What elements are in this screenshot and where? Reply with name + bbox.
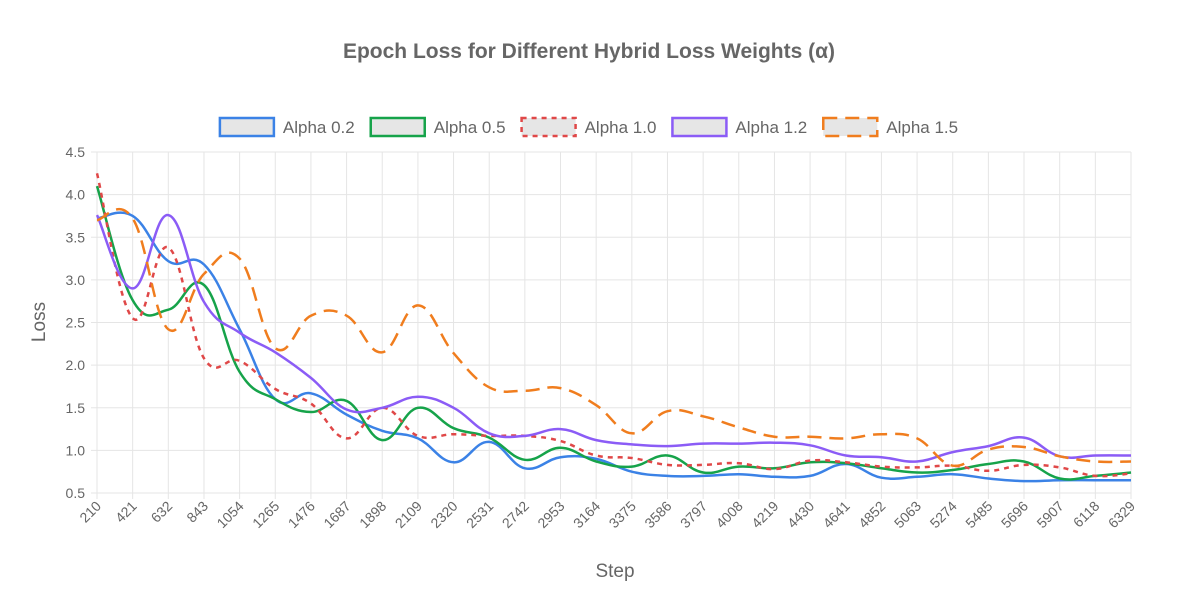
x-tick-label: 2109 — [392, 498, 425, 531]
x-tick-label: 5274 — [927, 498, 960, 531]
x-tick-label: 421 — [112, 498, 140, 526]
x-tick-label: 4430 — [784, 498, 817, 531]
y-axis-label: Loss — [29, 302, 50, 342]
x-tick-label: 1265 — [249, 498, 282, 531]
x-tick-label: 5907 — [1033, 498, 1066, 531]
x-tick-label: 2320 — [427, 498, 460, 531]
x-tick-label: 1687 — [320, 498, 353, 531]
legend-item-alpha-0-5[interactable]: Alpha 0.5 — [369, 116, 506, 138]
legend-item-alpha-1-2[interactable]: Alpha 1.2 — [671, 116, 807, 138]
legend-label: Alpha 1.2 — [735, 118, 807, 137]
series-line-alpha-0-2 — [96, 211, 1131, 483]
x-tick-label: 4008 — [713, 498, 746, 531]
x-tick-label: 2953 — [534, 498, 567, 531]
legend-swatch — [520, 116, 577, 138]
x-tick-label: 3164 — [570, 498, 603, 531]
legend-label: Alpha 1.0 — [585, 118, 657, 137]
y-tick-label: 3.0 — [66, 272, 86, 288]
x-tick-label: 210 — [76, 498, 104, 526]
x-tick-label: 843 — [183, 498, 211, 526]
y-tick-label: 4.5 — [66, 144, 86, 160]
x-tick-label: 5485 — [962, 498, 995, 531]
x-tick-label: 4641 — [820, 498, 853, 531]
x-tick-label: 632 — [148, 498, 176, 526]
x-tick-label: 5063 — [891, 498, 924, 531]
x-axis-label: Step — [595, 561, 634, 582]
x-tick-label: 4852 — [855, 498, 888, 531]
y-tick-label: 1.0 — [66, 442, 86, 458]
grid — [96, 151, 1132, 494]
legend-swatch — [671, 116, 728, 138]
x-tick-label: 3586 — [641, 498, 674, 531]
x-tick-label: 2531 — [463, 498, 496, 531]
series-group — [95, 173, 1132, 483]
series-line-alpha-1-0 — [95, 173, 1132, 478]
x-tick-label: 6118 — [1070, 498, 1103, 531]
x-axis: 210 421 632 843 1054 1265 1476 1687 1898 2109 2320… — [76, 493, 1138, 531]
legend-swatch — [822, 116, 879, 138]
x-tick-label: 1476 — [285, 498, 318, 531]
y-tick-label: 4.0 — [66, 187, 86, 203]
series-line-alpha-1-2 — [95, 213, 1132, 463]
x-tick-label: 5696 — [998, 498, 1031, 531]
legend-swatch — [369, 116, 426, 138]
legend-label: Alpha 0.5 — [434, 118, 506, 137]
y-axis: 0.5 1.0 1.5 2.0 2.5 3.0 3.5 4.0 4.5 — [66, 144, 97, 501]
series-line-alpha-0-5 — [95, 185, 1132, 481]
y-tick-label: 3.5 — [66, 229, 86, 245]
legend-item-alpha-0-2[interactable]: Alpha 0.2 — [218, 116, 355, 138]
chart-title: Epoch Loss for Different Hybrid Loss Wei… — [343, 40, 835, 63]
legend-label: Alpha 1.5 — [886, 118, 958, 137]
legend-swatch — [218, 116, 276, 138]
x-tick-label: 6329 — [1105, 498, 1138, 531]
y-tick-label: 2.0 — [66, 357, 86, 373]
x-tick-label: 4219 — [748, 498, 781, 531]
x-tick-label: 1054 — [213, 498, 246, 531]
legend-item-alpha-1-0[interactable]: Alpha 1.0 — [520, 116, 657, 138]
legend-item-alpha-1-5[interactable]: Alpha 1.5 — [822, 116, 958, 138]
legend[interactable]: Alpha 0.2 Alpha 0.5 Alpha 1.0 Alpha 1.2 Alph… — [218, 116, 958, 138]
x-tick-label: 2742 — [499, 498, 532, 531]
y-tick-label: 1.5 — [66, 400, 86, 416]
y-tick-label: 2.5 — [66, 315, 86, 331]
x-tick-label: 3797 — [677, 498, 710, 531]
series-line-alpha-1-5 — [96, 208, 1132, 468]
legend-label: Alpha 0.2 — [283, 118, 355, 137]
x-tick-label: 1898 — [356, 498, 389, 531]
x-tick-label: 3375 — [606, 498, 639, 531]
y-tick-label: 0.5 — [66, 485, 86, 501]
